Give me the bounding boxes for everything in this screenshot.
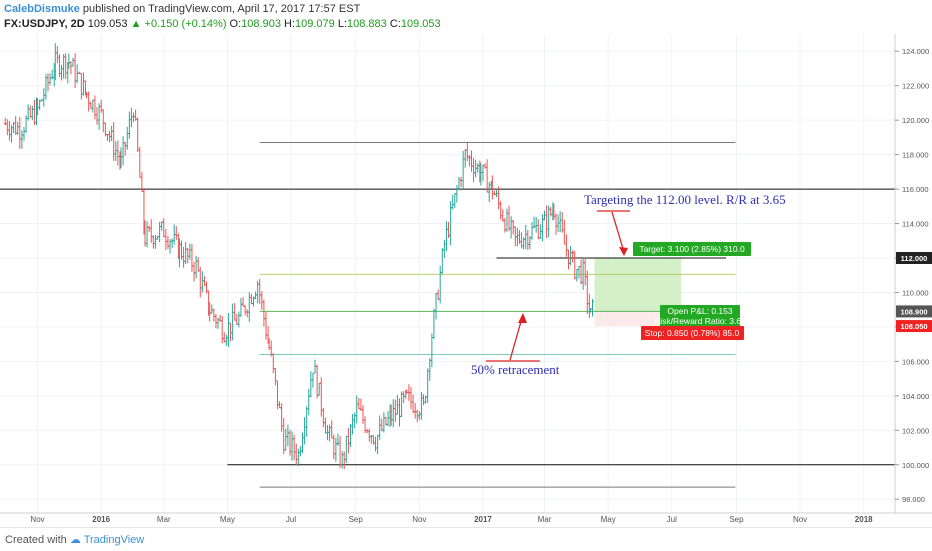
tradingview-brand-link[interactable]: TradingView bbox=[83, 534, 145, 546]
stop-zone-fill bbox=[594, 311, 682, 327]
ohlc-bars bbox=[3, 43, 594, 470]
created-with-label: Created with bbox=[5, 534, 67, 546]
position-target-zone bbox=[594, 257, 682, 327]
x-tick-label: Jul bbox=[286, 515, 296, 524]
stop-box-text: Stop: 0.850 (0.78%) 85.0 bbox=[645, 328, 740, 338]
x-tick-label: Mar bbox=[538, 515, 552, 524]
tradingview-cloud-icon: ☁ bbox=[69, 534, 81, 546]
y-tick-label: 98.000 bbox=[902, 495, 925, 504]
price-label-text: 108.050 bbox=[900, 322, 927, 331]
x-tick-label: Sep bbox=[349, 515, 364, 524]
x-tick-label: 2018 bbox=[855, 515, 873, 524]
y-tick-label: 110.000 bbox=[902, 288, 929, 297]
x-tick-label: Jul bbox=[667, 515, 677, 524]
x-tick-label: Nov bbox=[793, 515, 807, 524]
y-tick-label: 104.000 bbox=[902, 392, 929, 401]
x-tick-label: May bbox=[601, 515, 616, 524]
y-tick-label: 120.000 bbox=[902, 116, 929, 125]
created-with: Created with ☁ TradingView bbox=[5, 533, 144, 546]
pnl-box[interactable] bbox=[660, 305, 740, 327]
price-label-bg bbox=[896, 320, 932, 333]
price-label-text: 112.000 bbox=[901, 254, 928, 263]
chart-header: CalebDismuke published on TradingView.co… bbox=[0, 0, 932, 34]
low-label: L: bbox=[337, 18, 348, 30]
open-label: O: bbox=[229, 18, 242, 30]
y-tick-label: 100.000 bbox=[902, 461, 929, 470]
pnl-line2: Risk/Reward Ratio: 3.65 bbox=[654, 316, 746, 326]
price-label-text: 108.900 bbox=[900, 307, 927, 316]
price-label-bg bbox=[896, 251, 932, 264]
low-value: 108.883 bbox=[347, 18, 387, 30]
publish-line: CalebDismuke published on TradingView.co… bbox=[4, 3, 360, 15]
x-tick-label: Nov bbox=[412, 515, 426, 524]
close-value: 109.053 bbox=[400, 18, 441, 30]
target-box[interactable] bbox=[633, 242, 751, 256]
y-tick-label: 124.000 bbox=[902, 47, 929, 56]
y-tick-label: 106.000 bbox=[902, 357, 929, 366]
y-tick-label: 116.000 bbox=[902, 185, 929, 194]
target-box-text: Target: 3.100 (2.85%) 310.0 bbox=[639, 244, 745, 254]
symbol-label[interactable]: FX:USDJPY, 2D bbox=[4, 18, 85, 30]
target-zone-fill bbox=[594, 257, 682, 312]
retracement-arrow-shaft bbox=[509, 317, 523, 361]
retracement-annotation-text: 50% retracement bbox=[471, 362, 560, 377]
published-text: published on TradingView.com, April 17, … bbox=[79, 3, 361, 15]
horizontal-levels bbox=[0, 142, 895, 488]
author-link[interactable]: CalebDismuke bbox=[4, 3, 80, 15]
last-price: 109.053 bbox=[87, 18, 128, 30]
pnl-line1: Open P&L: 0.153 bbox=[667, 306, 732, 316]
x-axis-ticks: Nov 2016 Mar May Jul Sep Nov 2017 Mar May Jul Sep No… bbox=[30, 515, 873, 524]
x-tick-label: Mar bbox=[157, 515, 171, 524]
plot-area[interactable] bbox=[0, 34, 895, 527]
price-label-bg bbox=[896, 305, 932, 318]
y-tick-label: 122.000 bbox=[902, 82, 929, 91]
close-label: C: bbox=[389, 18, 401, 30]
retracement-arrow-head bbox=[518, 313, 527, 323]
y-tick-label: 114.000 bbox=[902, 220, 929, 229]
x-tick-label: 2017 bbox=[474, 515, 492, 524]
x-tick-label: Sep bbox=[729, 515, 744, 524]
high-label: H: bbox=[284, 18, 295, 30]
target-arrow-shaft bbox=[611, 211, 625, 253]
stop-box[interactable] bbox=[641, 326, 744, 340]
target-annotation-text: Targeting the 112.00 level. R/R at 3.65 bbox=[584, 192, 786, 207]
target-arrow-head bbox=[619, 247, 628, 256]
high-value: 109.079 bbox=[295, 18, 335, 30]
y-tick-label: 118.000 bbox=[902, 151, 929, 160]
y-tick-label: 102.000 bbox=[902, 426, 929, 435]
price-labels: 112.000 108.900 108.050 bbox=[896, 251, 932, 333]
x-tick-label: May bbox=[220, 515, 235, 524]
footer: Created with ☁ TradingView bbox=[0, 527, 932, 551]
symbol-line: FX:USDJPY, 2D 109.053 ▲ +0.150 (+0.14%) … bbox=[4, 18, 441, 30]
price-axis[interactable] bbox=[895, 34, 932, 527]
x-tick-label: 2016 bbox=[92, 515, 110, 524]
open-value: 108.903 bbox=[241, 18, 281, 30]
change-value: ▲ +0.150 (+0.14%) bbox=[130, 18, 227, 30]
x-tick-label: Nov bbox=[30, 515, 44, 524]
annotations: Targeting the 112.00 level. R/R at 3.65 5… bbox=[471, 192, 786, 377]
